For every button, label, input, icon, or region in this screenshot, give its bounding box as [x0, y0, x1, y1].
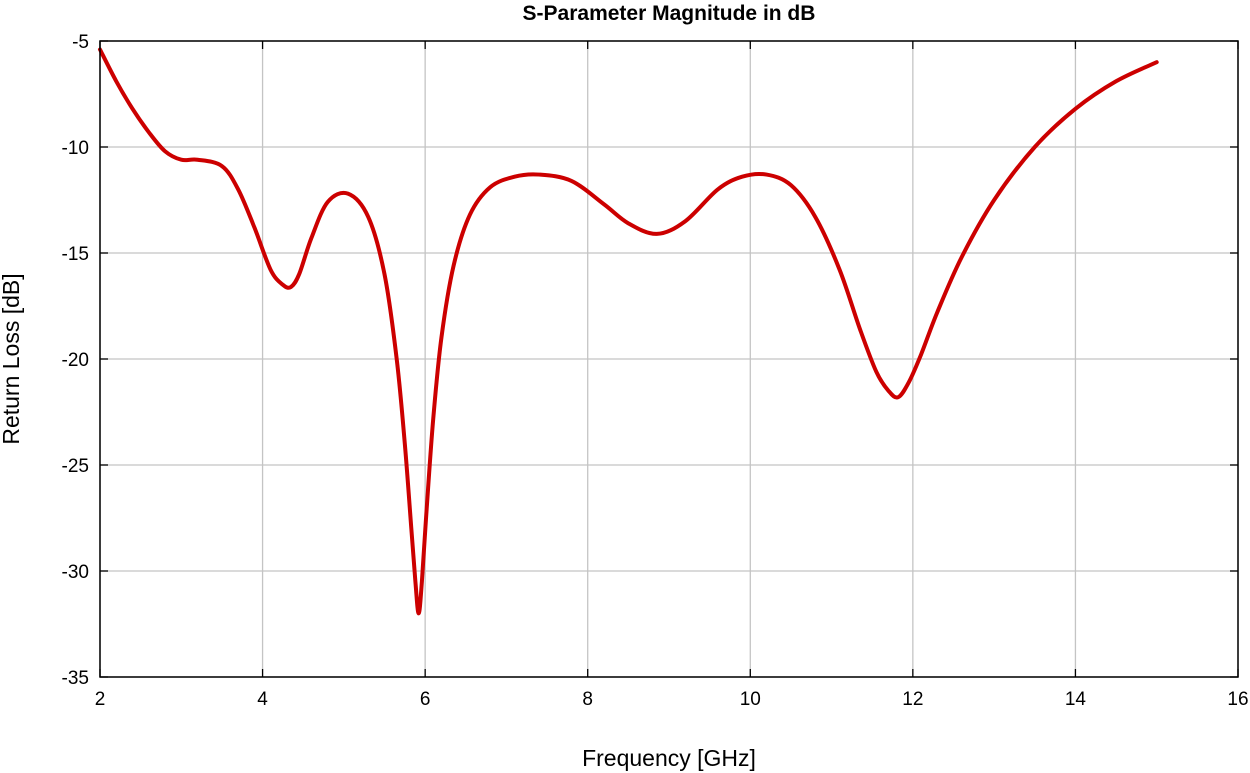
chart-title: S-Parameter Magnitude in dB [523, 2, 816, 25]
y-tick-label: -25 [62, 456, 89, 477]
y-tick-label: -15 [62, 244, 89, 265]
y-tick-label: -30 [62, 562, 89, 583]
x-tick-label: 4 [257, 689, 268, 710]
y-tick-labels: -5 -10 -15 -20 -25 -30 -35 [62, 32, 89, 689]
x-tick-label: 14 [1065, 689, 1087, 710]
x-tick-label: 2 [95, 689, 106, 710]
x-tick-label: 12 [902, 689, 923, 710]
x-tick-label: 6 [420, 689, 431, 710]
series-line [98, 47, 1159, 616]
y-axis-label: Return Loss [dB] [0, 273, 24, 444]
x-tick-label: 8 [582, 689, 593, 710]
series-layer [98, 47, 1159, 616]
x-tick-labels: 2 4 6 8 10 12 14 16 [95, 689, 1249, 710]
x-tick-label: 10 [740, 689, 761, 710]
y-tick-label: -10 [62, 138, 89, 159]
y-tick-label: -35 [62, 668, 89, 689]
x-axis-label: Frequency [GHz] [582, 745, 756, 771]
grid [99, 40, 1239, 678]
tick-marks [99, 40, 1239, 678]
y-tick-label: -5 [72, 32, 89, 53]
y-tick-label: -20 [62, 350, 89, 371]
x-tick-label: 16 [1227, 689, 1248, 710]
